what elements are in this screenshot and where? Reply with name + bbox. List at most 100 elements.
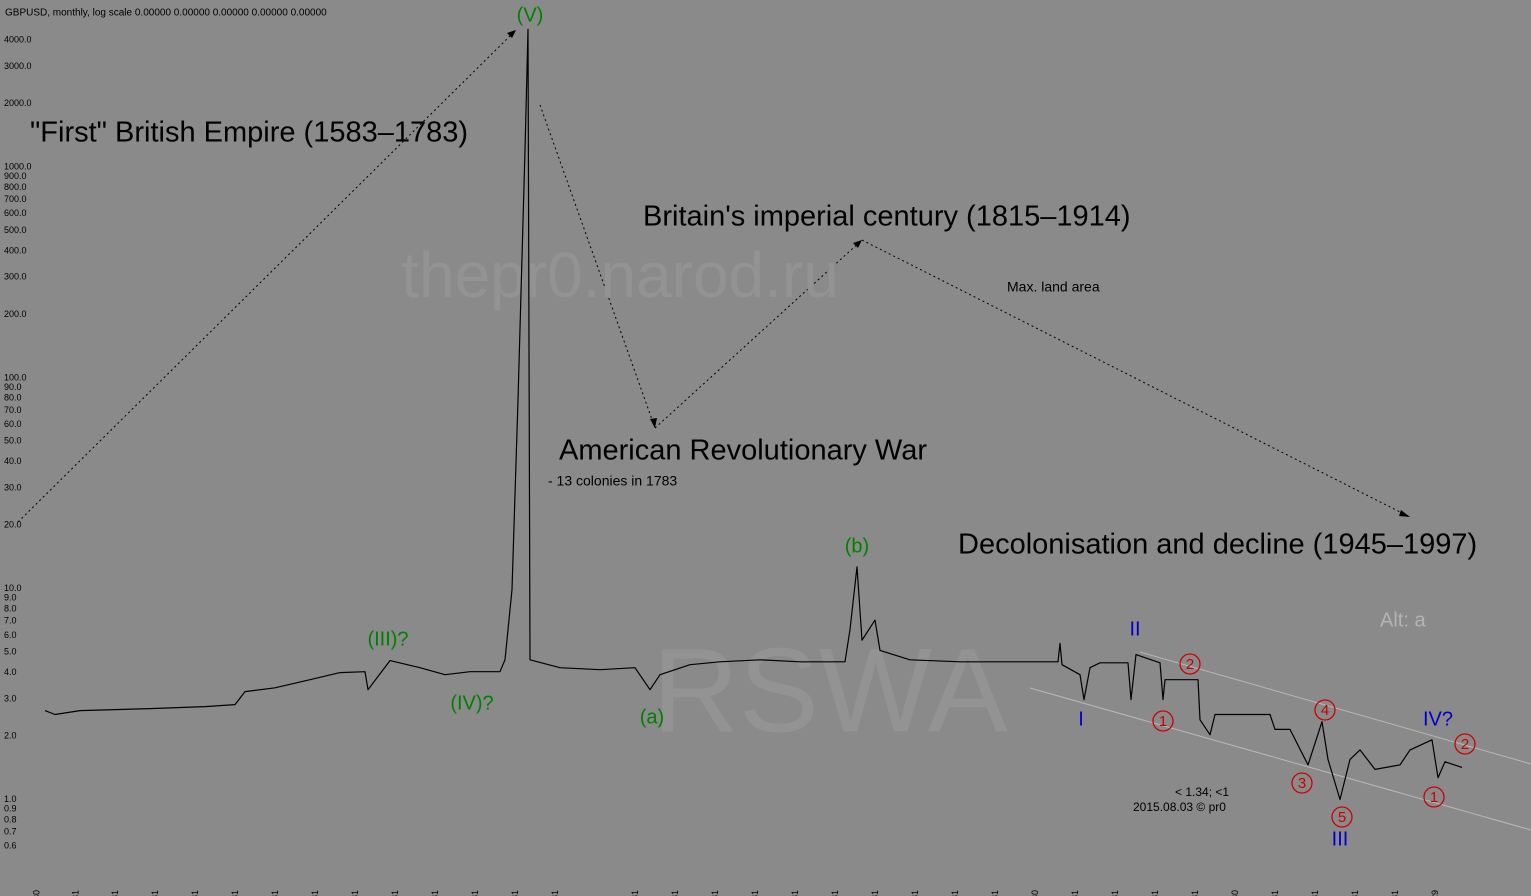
x-tick-label: 1980.01.31 bbox=[1310, 890, 1320, 896]
y-tick-label: 10.0 bbox=[4, 583, 22, 593]
arrow-head bbox=[853, 240, 862, 248]
x-tick-label: 1700.01.31 bbox=[190, 890, 200, 896]
x-tick-label: 1930.01.31 bbox=[1110, 890, 1120, 896]
annotation: (a) bbox=[640, 706, 664, 728]
x-tick-label: 1680.01.31 bbox=[110, 890, 120, 896]
x-tick-label: 1960.01.30 bbox=[1230, 890, 1240, 896]
wave-circle bbox=[1291, 772, 1313, 794]
y-tick-label: 2.0 bbox=[4, 730, 17, 740]
annotation: (V) bbox=[517, 4, 544, 26]
wave-circle bbox=[1152, 710, 1174, 732]
annotation: "First" British Empire (1583–1783) bbox=[30, 117, 468, 149]
x-tick-label: 1920.01.31 bbox=[1070, 890, 1080, 896]
x-tick-label: 1770.01.31 bbox=[470, 890, 480, 896]
x-tick-label: 1940.01.31 bbox=[1150, 890, 1160, 896]
y-tick-label: 50.0 bbox=[4, 436, 22, 446]
x-tick-label: 1710.01.31 bbox=[230, 890, 240, 896]
annotation: < 1.34; <1 bbox=[1175, 785, 1229, 799]
y-tick-label: 1000.0 bbox=[4, 161, 32, 171]
wave-label: 2 bbox=[1454, 733, 1476, 755]
annotation: IV? bbox=[1423, 708, 1453, 730]
channel-line bbox=[1139, 651, 1531, 765]
y-tick-label: 300.0 bbox=[4, 272, 27, 282]
y-tick-label: 3.0 bbox=[4, 693, 17, 703]
y-tick-label: 400.0 bbox=[4, 245, 27, 255]
annotation: III bbox=[1332, 828, 1349, 850]
y-tick-label: 1.0 bbox=[4, 794, 17, 804]
y-tick-label: 4000.0 bbox=[4, 34, 32, 44]
wave-number: 4 bbox=[1321, 702, 1329, 719]
wave-label: 2 bbox=[1179, 653, 1201, 675]
arrow-head bbox=[507, 30, 516, 38]
x-tick-label: 1950.01.31 bbox=[1190, 890, 1200, 896]
channel bbox=[1029, 651, 1531, 831]
wave-label: 1 bbox=[1423, 786, 1445, 808]
y-tick-label: 0.7 bbox=[4, 827, 17, 837]
y-tick-label: 40.0 bbox=[4, 456, 22, 466]
x-tick-label: 1780.01.31 bbox=[510, 890, 520, 896]
y-tick-label: 3000.0 bbox=[4, 61, 32, 71]
x-tick-label: 1830.01.31 bbox=[710, 890, 720, 896]
x-tick-label: 1990.01.31 bbox=[1350, 890, 1360, 896]
x-tick-label: 1880.01.31 bbox=[910, 890, 920, 896]
y-tick-label: 600.0 bbox=[4, 208, 27, 218]
x-tick-label: 1860.01.31 bbox=[830, 890, 840, 896]
wave-label: 5 bbox=[1331, 806, 1353, 828]
annotation: Decolonisation and decline (1945–1997) bbox=[958, 529, 1477, 561]
y-tick-label: 0.6 bbox=[4, 841, 17, 851]
y-tick-label: 500.0 bbox=[4, 225, 27, 235]
wave-number: 1 bbox=[1430, 789, 1438, 806]
annotation: (b) bbox=[845, 535, 869, 557]
y-tick-label: 4.0 bbox=[4, 667, 17, 677]
x-tick-label: 1750.01.31 bbox=[390, 890, 400, 896]
wave-number: 2 bbox=[1186, 656, 1194, 673]
price-line bbox=[44, 28, 1463, 801]
x-tick-label: 1970.01.31 bbox=[1270, 890, 1280, 896]
wave-circle bbox=[1454, 733, 1476, 755]
x-tick-label: 1760.01.31 bbox=[430, 890, 440, 896]
x-tick-label: 1720.01.31 bbox=[270, 890, 280, 896]
y-tick-label: 7.0 bbox=[4, 616, 17, 626]
annotation: II bbox=[1129, 618, 1140, 640]
x-tick-label: 1660.06.30 bbox=[31, 890, 41, 896]
wave-number: 1 bbox=[1159, 713, 1167, 730]
arrows bbox=[17, 29, 1411, 523]
y-tick-label: 100.0 bbox=[4, 372, 27, 382]
x-tick-label: 2000.01.31 bbox=[1390, 890, 1400, 896]
y-tick-label: 20.0 bbox=[4, 520, 22, 530]
wave-number: 3 bbox=[1298, 775, 1306, 792]
y-tick-label: 80.0 bbox=[4, 393, 22, 403]
annotation: - 13 colonies in 1783 bbox=[548, 473, 677, 489]
x-tick-label: 1910.01.30 bbox=[1030, 890, 1040, 896]
y-tick-label: 700.0 bbox=[4, 194, 27, 204]
y-tick-label: 200.0 bbox=[4, 309, 27, 319]
watermark: thepr0.narod.ru bbox=[401, 239, 839, 311]
x-tick-label: 1820.01.31 bbox=[670, 890, 680, 896]
annotation: I bbox=[1078, 708, 1084, 730]
annotation: Max. land area bbox=[1007, 279, 1100, 295]
y-tick-label: 9.0 bbox=[4, 593, 17, 603]
wave-label: 3 bbox=[1291, 772, 1313, 794]
wave-circle bbox=[1179, 653, 1201, 675]
x-tick-label: 1850.01.31 bbox=[790, 890, 800, 896]
arrow-head bbox=[1399, 510, 1410, 517]
y-tick-label: 90.0 bbox=[4, 382, 22, 392]
arrow bbox=[861, 239, 1411, 518]
y-tick-label: 70.0 bbox=[4, 405, 22, 415]
y-tick-label: 60.0 bbox=[4, 419, 22, 429]
wave-circle bbox=[1331, 806, 1353, 828]
x-tick-label: 1840.01.31 bbox=[750, 890, 760, 896]
wave-number: 2 bbox=[1461, 736, 1469, 753]
y-tick-label: 2000.0 bbox=[4, 98, 32, 108]
x-tick-label: 1670.03.31 bbox=[70, 890, 80, 896]
y-tick-label: 0.8 bbox=[4, 814, 17, 824]
x-tick-label: 1690.01.31 bbox=[150, 890, 160, 896]
channel-line bbox=[1029, 687, 1531, 831]
chart-title: GBPUSD, monthly, log scale 0.00000 0.000… bbox=[5, 8, 327, 19]
y-tick-label: 8.0 bbox=[4, 604, 17, 614]
wave-circle bbox=[1423, 786, 1445, 808]
annotation: American Revolutionary War bbox=[559, 435, 927, 467]
annotation: Britain's imperial century (1815–1914) bbox=[643, 201, 1131, 233]
arrow bbox=[17, 29, 517, 523]
